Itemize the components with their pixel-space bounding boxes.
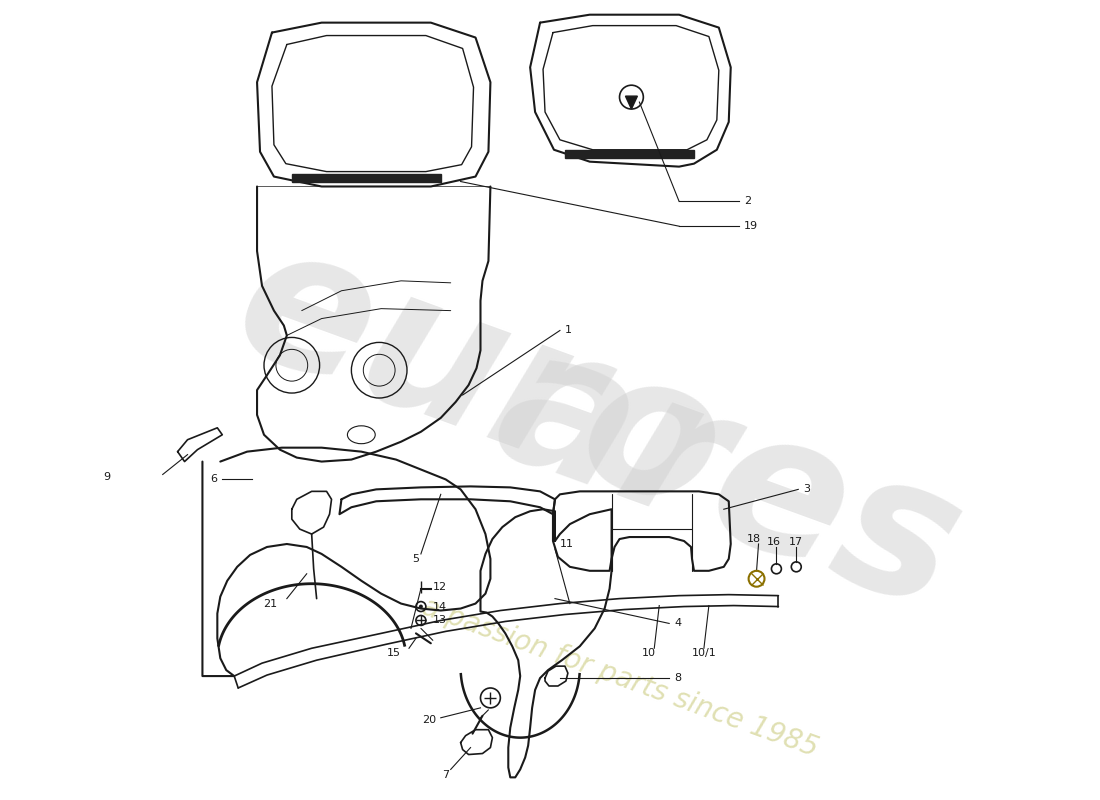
Text: 3: 3 [803,484,811,494]
Circle shape [419,605,422,609]
Text: 19: 19 [744,222,758,231]
Text: 9: 9 [103,473,110,482]
Text: 16: 16 [767,537,780,547]
Text: ares: ares [473,310,984,649]
Text: 1: 1 [565,326,572,335]
Text: 5: 5 [412,554,419,564]
Text: 14: 14 [432,602,447,611]
Text: 10: 10 [642,648,657,658]
Text: 17: 17 [789,537,803,547]
Text: 4: 4 [674,618,681,629]
Text: a passion for parts since 1985: a passion for parts since 1985 [418,593,822,763]
Text: 18: 18 [747,534,760,544]
Text: 15: 15 [387,648,402,658]
Text: 8: 8 [674,673,681,683]
Text: 7: 7 [442,770,449,780]
Text: euro: euro [213,206,748,554]
Text: 2: 2 [744,196,751,206]
Text: 12: 12 [432,582,447,592]
Text: 21: 21 [263,598,277,609]
Polygon shape [565,150,694,158]
Polygon shape [292,174,441,182]
Polygon shape [626,96,637,109]
Text: 11: 11 [560,539,574,549]
Text: 20: 20 [421,714,436,725]
Text: 10/1: 10/1 [692,648,716,658]
Text: 13: 13 [432,615,447,626]
Text: 6: 6 [210,474,218,485]
